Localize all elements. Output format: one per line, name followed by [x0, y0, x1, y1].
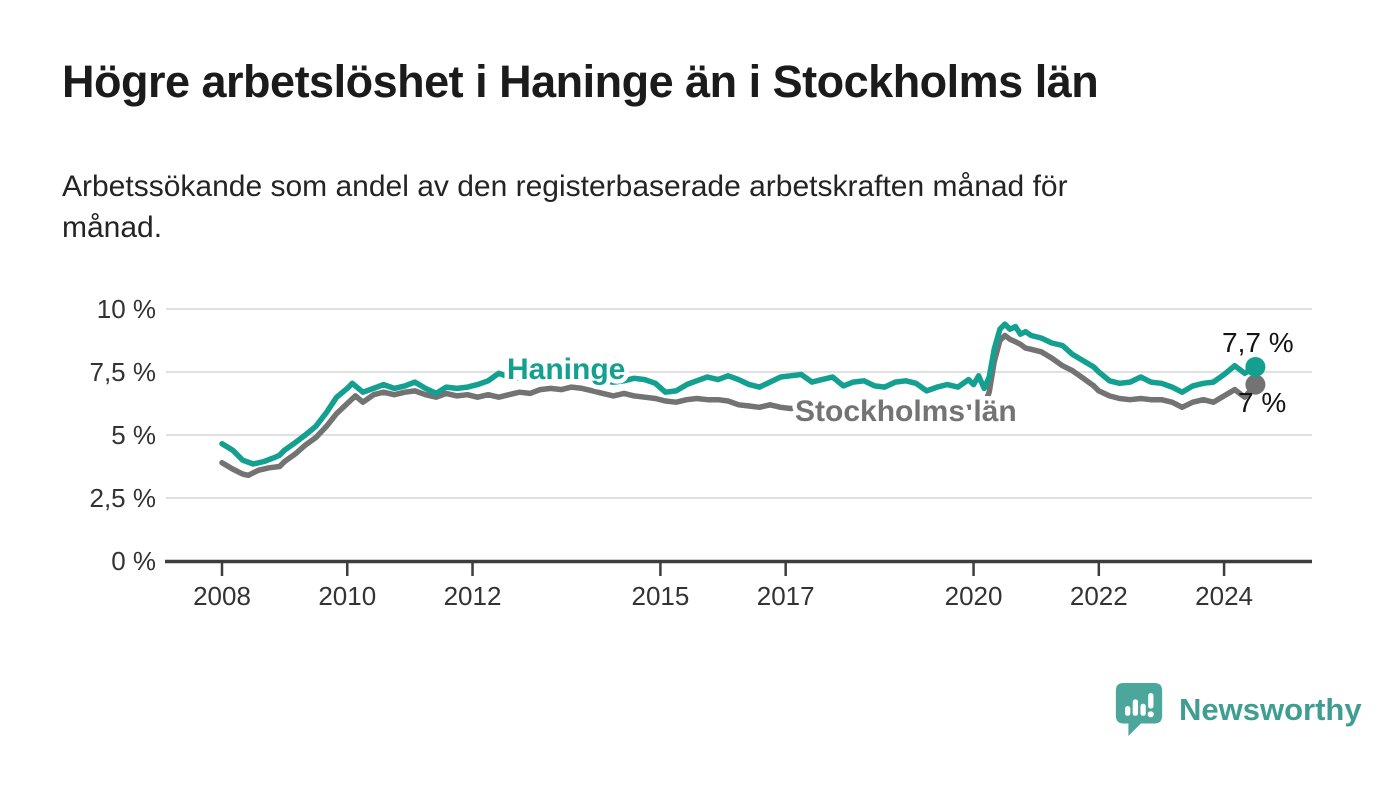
series-line-haninge [219, 321, 1259, 467]
y-tick-label: 2,5 % [90, 483, 157, 513]
x-tick-label: 2012 [444, 581, 502, 611]
logo-bar-small [1125, 706, 1131, 716]
logo-bar-tall [1132, 699, 1139, 716]
chart-subtitle: Arbetssökande som andel av den registerb… [62, 170, 1068, 244]
y-tick-label: 5 % [111, 420, 156, 450]
series-line-stockholms-lan [219, 332, 1259, 479]
newsworthy-logo-icon [1115, 683, 1163, 737]
brand-name: Newsworthy [1179, 692, 1362, 727]
x-tick-label: 2024 [1195, 581, 1253, 611]
y-tick-label: 7,5 % [90, 357, 157, 387]
end-value-label: 7,7 % [1222, 327, 1294, 358]
x-tick-label: 2020 [945, 581, 1003, 611]
x-tick-label: 2017 [757, 581, 815, 611]
page-title: Högre arbetslöshet i Haninge än i Stockh… [62, 56, 1099, 107]
x-tick-label: 2010 [318, 581, 376, 611]
logo-exclamation-dot [1147, 711, 1154, 718]
logo-exclamation-bar [1148, 693, 1154, 709]
y-tick-label: 0 % [111, 546, 156, 576]
logo-bar-medium [1140, 703, 1146, 716]
series-end-dot [1245, 356, 1266, 377]
end-value-label: 7 % [1238, 387, 1286, 418]
series-inline-label: Stockholms län [795, 395, 1017, 428]
y-tick-label: 10 % [97, 294, 156, 324]
x-tick-label: 2015 [631, 581, 689, 611]
x-tick-label: 2008 [193, 581, 251, 611]
series-end-dot [1245, 374, 1266, 395]
x-tick-label: 2022 [1070, 581, 1128, 611]
series-inline-label: Haninge [507, 353, 625, 386]
brand-footer: Newsworthy [1112, 681, 1362, 739]
